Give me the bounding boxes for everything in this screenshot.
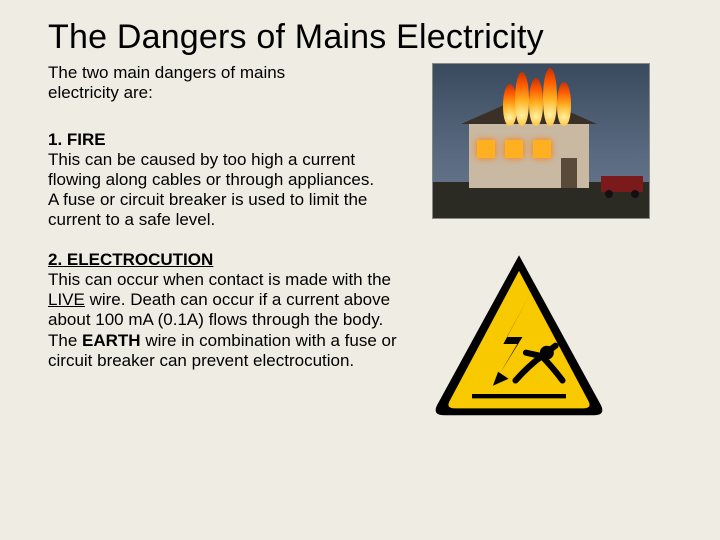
section-electrocution: 2. ELECTROCUTION This can occur when con… bbox=[48, 250, 408, 370]
electrocution-body-1: This can occur when contact is made with… bbox=[48, 270, 408, 330]
fire-body-2: A fuse or circuit breaker is used to lim… bbox=[48, 190, 408, 230]
fire-body-1: This can be caused by too high a current… bbox=[48, 150, 408, 190]
house-fire-illustration bbox=[432, 63, 650, 219]
fire-heading: 1. FIRE bbox=[48, 130, 408, 150]
earth-wire-label: EARTH bbox=[82, 331, 141, 350]
electrocution-heading: 2. ELECTROCUTION bbox=[48, 250, 408, 270]
section-fire: 1. FIRE This can be caused by too high a… bbox=[48, 130, 408, 230]
electrocution-warning-sign bbox=[432, 250, 606, 424]
live-wire-label: LIVE bbox=[48, 290, 85, 309]
electrocution-body-2: The EARTH wire in combination with a fus… bbox=[48, 331, 408, 371]
page-title: The Dangers of Mains Electricity bbox=[48, 18, 688, 57]
intro-text: The two main dangers of mains electricit… bbox=[48, 63, 348, 102]
